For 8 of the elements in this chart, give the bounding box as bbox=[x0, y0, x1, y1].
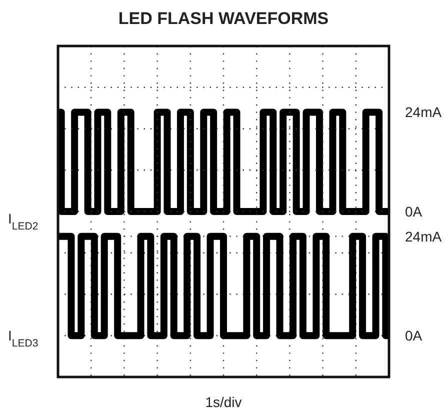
x-axis-title: 1s/div bbox=[205, 394, 242, 408]
y-axis-title: I$_{LED2}$ bbox=[8, 210, 38, 232]
y-tick-label: 0A bbox=[405, 204, 423, 220]
chart-title: LED FLASH WAVEFORMS bbox=[118, 9, 329, 28]
y-tick-label: 24mA bbox=[405, 104, 442, 120]
y-tick-label: 24mA bbox=[405, 228, 442, 244]
y-axis-title: I$_{LED3}$ bbox=[8, 328, 38, 350]
y-tick-label: 0A bbox=[405, 328, 423, 344]
